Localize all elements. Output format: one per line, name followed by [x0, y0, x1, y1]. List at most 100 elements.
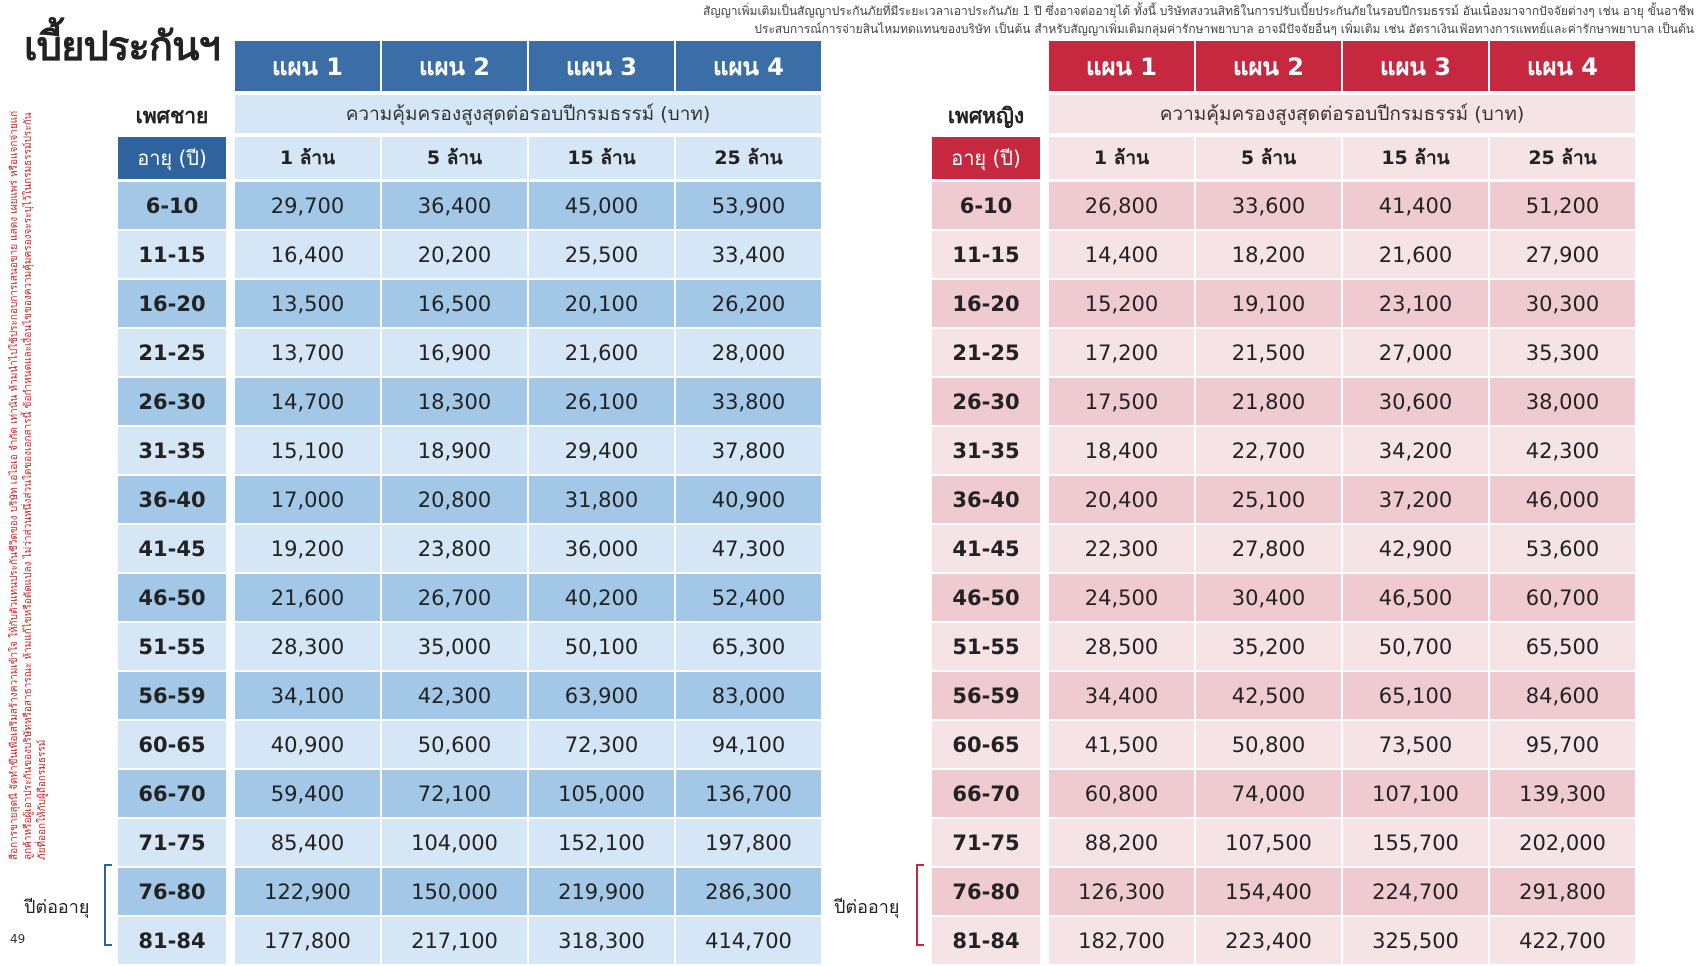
premium-cell: 46,500: [1343, 574, 1488, 621]
premium-cell: 16,500: [382, 280, 527, 327]
premium-cell: 15,100: [235, 427, 380, 474]
premium-cell: 107,100: [1343, 770, 1488, 817]
premium-cell: 20,100: [529, 280, 674, 327]
premium-cell: 27,900: [1490, 231, 1635, 278]
age-range-cell: 56-59: [932, 672, 1040, 719]
premium-cell: 21,600: [1343, 231, 1488, 278]
age-range-cell: 71-75: [932, 819, 1040, 866]
coverage-amount-row: 1 ล้าน 5 ล้าน 15 ล้าน 25 ล้าน: [235, 137, 823, 179]
premium-cell: 42,300: [382, 672, 527, 719]
premium-cell: 28,000: [676, 329, 821, 376]
age-range-cell: 51-55: [932, 623, 1040, 670]
plan-header: แผน 1: [235, 41, 380, 91]
premium-cell: 291,800: [1490, 868, 1635, 915]
table-row: 71-75 85,400 104,000 152,100 197,800: [118, 819, 823, 866]
premium-cell: 18,900: [382, 427, 527, 474]
age-column-header: อายุ (ปี): [118, 137, 226, 179]
plan-header: แผน 3: [529, 41, 674, 91]
premium-cell: 41,500: [1049, 721, 1194, 768]
plan-header: แผน 2: [1196, 41, 1341, 91]
premium-cell: 26,800: [1049, 182, 1194, 229]
premium-cell: 17,000: [235, 476, 380, 523]
premium-cell: 60,700: [1490, 574, 1635, 621]
premium-cell: 155,700: [1343, 819, 1488, 866]
table-row: 60-65 40,900 50,600 72,300 94,100: [118, 721, 823, 768]
age-range-cell: 81-84: [118, 917, 226, 964]
table-row: 11-15 16,400 20,200 25,500 33,400: [118, 231, 823, 278]
premium-cell: 177,800: [235, 917, 380, 964]
coverage-header: ความคุ้มครองสูงสุดต่อรอบปีกรมธรรม์ (บาท): [1049, 95, 1635, 133]
table-row: 81-84 177,800 217,100 318,300 414,700: [118, 917, 823, 964]
table-row: 66-70 59,400 72,100 105,000 136,700: [118, 770, 823, 817]
table-row: 81-84 182,700 223,400 325,500 422,700: [932, 917, 1637, 964]
coverage-amount: 25 ล้าน: [1490, 137, 1635, 179]
premium-cell: 223,400: [1196, 917, 1341, 964]
premium-cell: 325,500: [1343, 917, 1488, 964]
table-row: 41-45 22,300 27,800 42,900 53,600: [932, 525, 1637, 572]
age-range-cell: 66-70: [118, 770, 226, 817]
age-range-cell: 60-65: [932, 721, 1040, 768]
premium-cell: 29,400: [529, 427, 674, 474]
premium-cell: 42,300: [1490, 427, 1635, 474]
age-range-cell: 66-70: [932, 770, 1040, 817]
premium-cell: 30,300: [1490, 280, 1635, 327]
age-range-cell: 76-80: [118, 868, 226, 915]
coverage-amount-row: 1 ล้าน 5 ล้าน 15 ล้าน 25 ล้าน: [1049, 137, 1637, 179]
premium-cell: 126,300: [1049, 868, 1194, 915]
premium-cell: 63,900: [529, 672, 674, 719]
premium-cell: 217,100: [382, 917, 527, 964]
premium-cell: 33,400: [676, 231, 821, 278]
disclaimer-line-2: ประสบการณ์การจ่ายสินไหมทดแทนของบริษัท เป…: [754, 22, 1694, 36]
premium-cell: 35,200: [1196, 623, 1341, 670]
premium-cell: 38,000: [1490, 378, 1635, 425]
table-row: 46-50 24,500 30,400 46,500 60,700: [932, 574, 1637, 621]
premium-cell: 35,000: [382, 623, 527, 670]
premium-cell: 19,100: [1196, 280, 1341, 327]
premium-cell: 42,500: [1196, 672, 1341, 719]
age-range-cell: 21-25: [118, 329, 226, 376]
premium-cell: 23,800: [382, 525, 527, 572]
coverage-amount: 1 ล้าน: [1049, 137, 1194, 179]
premium-cell: 139,300: [1490, 770, 1635, 817]
premium-cell: 83,000: [676, 672, 821, 719]
table-row: 56-59 34,100 42,300 63,900 83,000: [118, 672, 823, 719]
plan-header: แผน 1: [1049, 41, 1194, 91]
table-row: 21-25 13,700 16,900 21,600 28,000: [118, 329, 823, 376]
premium-cell: 21,800: [1196, 378, 1341, 425]
gender-label: เพศหญิง: [947, 103, 1025, 128]
premium-cell: 219,900: [529, 868, 674, 915]
plan-header-row: แผน 1 แผน 2 แผน 3 แผน 4: [1049, 41, 1637, 91]
age-range-cell: 51-55: [118, 623, 226, 670]
premium-cell: 88,200: [1049, 819, 1194, 866]
premium-cell: 150,000: [382, 868, 527, 915]
premium-cell: 17,500: [1049, 378, 1194, 425]
premium-cell: 25,100: [1196, 476, 1341, 523]
premium-cell: 286,300: [676, 868, 821, 915]
age-range-cell: 46-50: [118, 574, 226, 621]
coverage-amount: 15 ล้าน: [529, 137, 674, 179]
age-range-cell: 81-84: [932, 917, 1040, 964]
premium-cell: 122,900: [235, 868, 380, 915]
side-note: สื่อการขายสุดนี้ จัดทำขึ้นเพื่อเสริมสร้า…: [9, 110, 48, 860]
premium-cell: 73,500: [1343, 721, 1488, 768]
age-range-cell: 56-59: [118, 672, 226, 719]
age-range-cell: 16-20: [118, 280, 226, 327]
premium-cell: 53,900: [676, 182, 821, 229]
table-row: 21-25 17,200 21,500 27,000 35,300: [932, 329, 1637, 376]
premium-cell: 85,400: [235, 819, 380, 866]
table-row: 11-15 14,400 18,200 21,600 27,900: [932, 231, 1637, 278]
premium-cell: 21,600: [529, 329, 674, 376]
premium-cell: 46,000: [1490, 476, 1635, 523]
plan-header: แผน 4: [676, 41, 821, 91]
age-range-cell: 11-15: [932, 231, 1040, 278]
premium-cell: 20,400: [1049, 476, 1194, 523]
premium-cell: 59,400: [235, 770, 380, 817]
premium-cell: 27,800: [1196, 525, 1341, 572]
gender-label: เพศชาย: [135, 103, 209, 128]
age-range-cell: 71-75: [118, 819, 226, 866]
table-body: 6-10 29,700 36,400 45,000 53,900 11-15 16,400 2…: [118, 182, 823, 966]
premium-cell: 31,800: [529, 476, 674, 523]
premium-cell: 51,200: [1490, 182, 1635, 229]
table-row: 16-20 15,200 19,100 23,100 30,300: [932, 280, 1637, 327]
premium-cell: 154,400: [1196, 868, 1341, 915]
